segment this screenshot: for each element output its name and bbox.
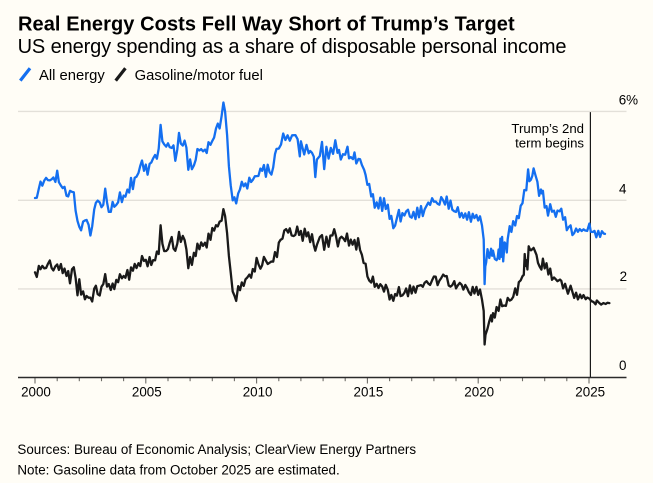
svg-text:US energy spending as a share: US energy spending as a share of disposa… (18, 36, 567, 58)
svg-text:term begins: term begins (515, 136, 584, 151)
svg-text:Gasoline/motor fuel: Gasoline/motor fuel (135, 68, 263, 84)
svg-text:Note: Gasoline data from Octob: Note: Gasoline data from October 2025 ar… (17, 462, 339, 477)
svg-text:All energy: All energy (39, 68, 105, 84)
svg-text:6%: 6% (619, 93, 638, 108)
svg-text:2000: 2000 (21, 384, 51, 399)
svg-text:Sources: Bureau of Economic An: Sources: Bureau of Economic Analysis; Cl… (17, 442, 416, 457)
svg-text:2025: 2025 (575, 384, 605, 399)
svg-text:Trump’s 2nd: Trump’s 2nd (511, 121, 584, 136)
svg-text:2005: 2005 (132, 384, 162, 399)
svg-text:2: 2 (620, 269, 627, 284)
svg-text:2015: 2015 (354, 384, 384, 399)
svg-text:0: 0 (619, 358, 626, 373)
svg-text:2010: 2010 (243, 384, 273, 399)
svg-text:2020: 2020 (464, 384, 494, 399)
svg-text:4: 4 (619, 182, 627, 197)
svg-text:Real Energy Costs Fell Way Sho: Real Energy Costs Fell Way Short of Trum… (18, 13, 515, 35)
